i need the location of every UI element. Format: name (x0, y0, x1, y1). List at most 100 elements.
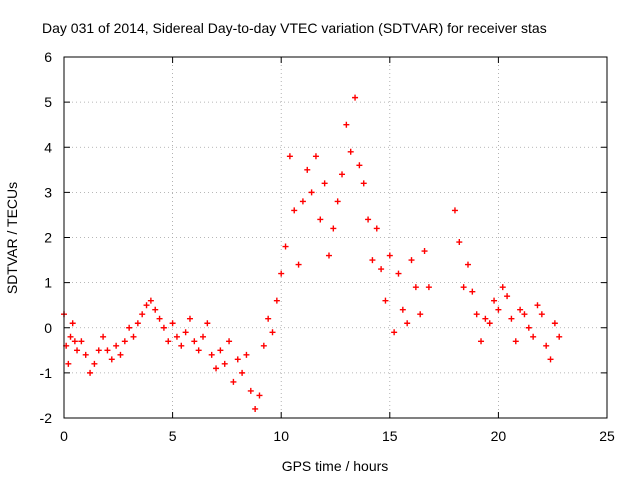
y-tick-label: -2 (40, 410, 53, 426)
data-point (200, 333, 207, 340)
x-tick-label: 10 (273, 428, 289, 444)
data-point (230, 378, 237, 385)
data-point (486, 320, 493, 327)
data-point (508, 315, 515, 322)
data-point (104, 347, 111, 354)
y-tick-label: 5 (44, 94, 52, 110)
data-point (317, 216, 324, 223)
data-point (95, 347, 102, 354)
data-point (491, 297, 498, 304)
chart-title: Day 031 of 2014, Sidereal Day-to-day VTE… (42, 20, 547, 36)
y-tick-label: 6 (44, 49, 52, 65)
data-point (499, 284, 506, 291)
data-point (87, 369, 94, 376)
data-point (547, 356, 554, 363)
data-point (186, 315, 193, 322)
data-point (334, 198, 341, 205)
data-point (356, 162, 363, 169)
data-point (304, 166, 311, 173)
y-tick-label: 3 (44, 184, 52, 200)
plot-frame (63, 56, 608, 419)
data-point (71, 338, 78, 345)
data-point (456, 239, 463, 246)
x-tick-label: 15 (382, 428, 398, 444)
data-point (451, 207, 458, 214)
data-point (408, 257, 415, 264)
data-point (295, 261, 302, 268)
x-tick-label: 0 (60, 428, 68, 444)
data-point (195, 347, 202, 354)
data-point (460, 284, 467, 291)
data-point (352, 94, 359, 101)
data-point (82, 351, 89, 358)
data-point (256, 392, 263, 399)
data-point (382, 297, 389, 304)
data-point (160, 324, 167, 331)
data-point (143, 302, 150, 309)
data-point (74, 347, 81, 354)
data-point (156, 315, 163, 322)
data-point (108, 356, 115, 363)
data-point (473, 311, 480, 318)
data-point (213, 365, 220, 372)
data-point (339, 171, 346, 178)
data-point (378, 266, 385, 273)
data-point (152, 306, 159, 313)
x-tick-label: 25 (599, 428, 615, 444)
x-tick-label: 5 (169, 428, 177, 444)
y-axis-ticks: -2 -1 0 1 2 3 4 5 6 (40, 49, 607, 426)
data-point (391, 329, 398, 336)
x-tick-label: 20 (491, 428, 507, 444)
data-point (482, 315, 489, 322)
data-point (325, 252, 332, 259)
data-point (395, 270, 402, 277)
data-point (147, 297, 154, 304)
data-point (204, 320, 211, 327)
data-point (234, 356, 241, 363)
data-point (530, 333, 537, 340)
data-point (169, 320, 176, 327)
data-point (534, 302, 541, 309)
data-point (239, 369, 246, 376)
data-point (538, 311, 545, 318)
data-point (421, 248, 428, 255)
data-point (126, 324, 133, 331)
data-point (525, 324, 532, 331)
data-point (208, 351, 215, 358)
data-point (478, 338, 485, 345)
data-point (217, 347, 224, 354)
data-point (91, 360, 98, 367)
data-point (113, 342, 120, 349)
data-point (308, 189, 315, 196)
y-tick-label: 1 (44, 275, 52, 291)
data-point (182, 329, 189, 336)
data-point (543, 342, 550, 349)
data-point (464, 261, 471, 268)
data-point (121, 338, 128, 345)
data-point (469, 288, 476, 295)
data-point (134, 320, 141, 327)
data-point (243, 351, 250, 358)
y-tick-label: 4 (44, 139, 52, 155)
data-point (373, 225, 380, 232)
data-point (386, 252, 393, 259)
data-point (521, 311, 528, 318)
y-tick-label: 2 (44, 230, 52, 246)
data-point (299, 198, 306, 205)
data-point (399, 306, 406, 313)
data-point (67, 333, 74, 340)
data-point (517, 306, 524, 313)
data-point (65, 360, 72, 367)
data-point (78, 338, 85, 345)
data-point (291, 207, 298, 214)
data-point (226, 338, 233, 345)
data-point (343, 121, 350, 128)
data-point (556, 333, 563, 340)
data-point (360, 180, 367, 187)
data-point (347, 148, 354, 155)
data-point (551, 320, 558, 327)
data-point (278, 270, 285, 277)
data-point (425, 284, 432, 291)
data-point (247, 387, 254, 394)
